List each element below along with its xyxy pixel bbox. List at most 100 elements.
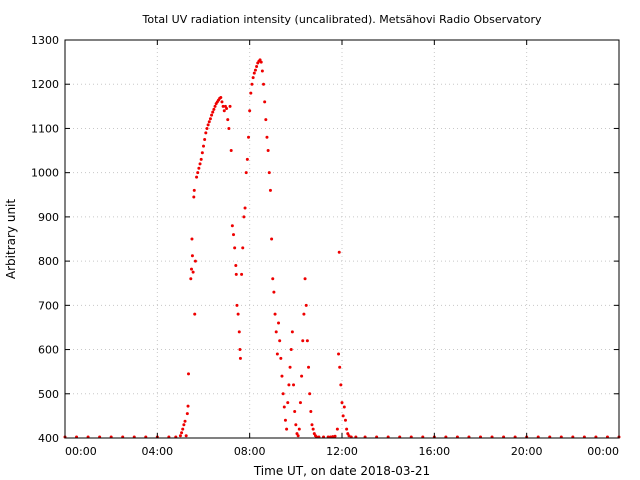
data-point (235, 303, 239, 307)
data-point (229, 149, 233, 153)
data-point (270, 237, 274, 241)
data-point (333, 434, 337, 438)
data-point (258, 58, 262, 62)
data-point (304, 303, 308, 307)
data-point (305, 339, 309, 343)
data-point (271, 277, 275, 281)
data-point (211, 110, 215, 114)
y-tick-label: 1100 (31, 122, 59, 135)
data-point (205, 126, 209, 130)
data-point (297, 427, 301, 431)
data-point (197, 166, 201, 170)
data-point (310, 423, 314, 427)
data-point (210, 113, 214, 117)
data-point (337, 250, 341, 254)
data-point (193, 259, 197, 263)
y-tick-label: 700 (38, 299, 59, 312)
y-tick-label: 900 (38, 211, 59, 224)
data-point (279, 356, 283, 360)
x-tick-label: 04:00 (141, 445, 173, 458)
data-point (252, 71, 256, 75)
data-point (338, 365, 342, 369)
data-point (241, 246, 245, 250)
y-tick-label: 1300 (31, 34, 59, 47)
data-point (248, 109, 252, 113)
data-point (189, 267, 193, 271)
data-point (253, 68, 257, 72)
data-point (298, 401, 302, 405)
data-point (189, 277, 193, 281)
data-point (184, 434, 188, 438)
data-point (230, 224, 234, 228)
data-point (219, 95, 223, 99)
data-point (223, 104, 227, 108)
data-point (295, 432, 299, 436)
data-point (300, 374, 304, 378)
data-point (294, 423, 298, 427)
data-point (267, 171, 271, 175)
data-point (228, 104, 232, 108)
data-point (192, 195, 196, 199)
data-point (198, 162, 202, 166)
data-point (331, 435, 335, 439)
data-point (283, 418, 287, 422)
x-tick-label: 12:00 (326, 445, 358, 458)
data-point (262, 82, 266, 86)
data-point (296, 434, 300, 438)
data-point (273, 312, 277, 316)
data-point (340, 401, 344, 405)
x-tick-label: 16:00 (418, 445, 450, 458)
data-point (237, 330, 241, 334)
data-point (250, 82, 254, 86)
x-tick-labels: 00:00 04:00 08:00 12:00 16:00 20:00 00:00 (65, 445, 619, 458)
data-point (234, 264, 238, 268)
data-point (221, 104, 225, 108)
data-point (236, 312, 240, 316)
data-point (191, 270, 195, 274)
x-axis-label: Time UT, on date 2018-03-21 (253, 464, 430, 478)
data-point (227, 126, 231, 130)
grid-lines (65, 40, 619, 438)
data-point (213, 104, 217, 108)
data-point (302, 312, 306, 316)
data-point (206, 123, 210, 127)
y-tick-label: 500 (38, 388, 59, 401)
data-point (277, 321, 281, 325)
data-point (274, 330, 278, 334)
data-point (308, 392, 312, 396)
data-point (307, 365, 311, 369)
data-point (289, 348, 293, 352)
data-point (222, 109, 226, 113)
data-point (251, 76, 255, 80)
data-point (238, 356, 242, 360)
y-tick-label: 1200 (31, 78, 59, 91)
data-point (242, 215, 246, 219)
axis-ticks (64, 39, 620, 439)
data-point (200, 151, 204, 155)
data-point (199, 157, 203, 161)
data-point (264, 118, 268, 122)
data-point (259, 60, 263, 64)
data-point (243, 206, 247, 210)
data-point (280, 374, 284, 378)
data-point (285, 427, 289, 431)
data-point (341, 414, 345, 418)
data-point (244, 171, 248, 175)
data-point (312, 432, 316, 436)
plot-frame (64, 39, 620, 439)
data-point (260, 69, 264, 73)
data-point (290, 330, 294, 334)
data-point (207, 120, 211, 124)
data-point (202, 144, 205, 148)
data-point (186, 372, 190, 376)
data-point (265, 135, 269, 139)
data-point (203, 138, 207, 141)
data-point (286, 401, 290, 405)
data-point (343, 418, 347, 422)
data-point (301, 339, 305, 343)
data-point (255, 65, 259, 69)
data-point (183, 419, 187, 423)
data-point (275, 352, 279, 356)
data-point (232, 233, 236, 237)
